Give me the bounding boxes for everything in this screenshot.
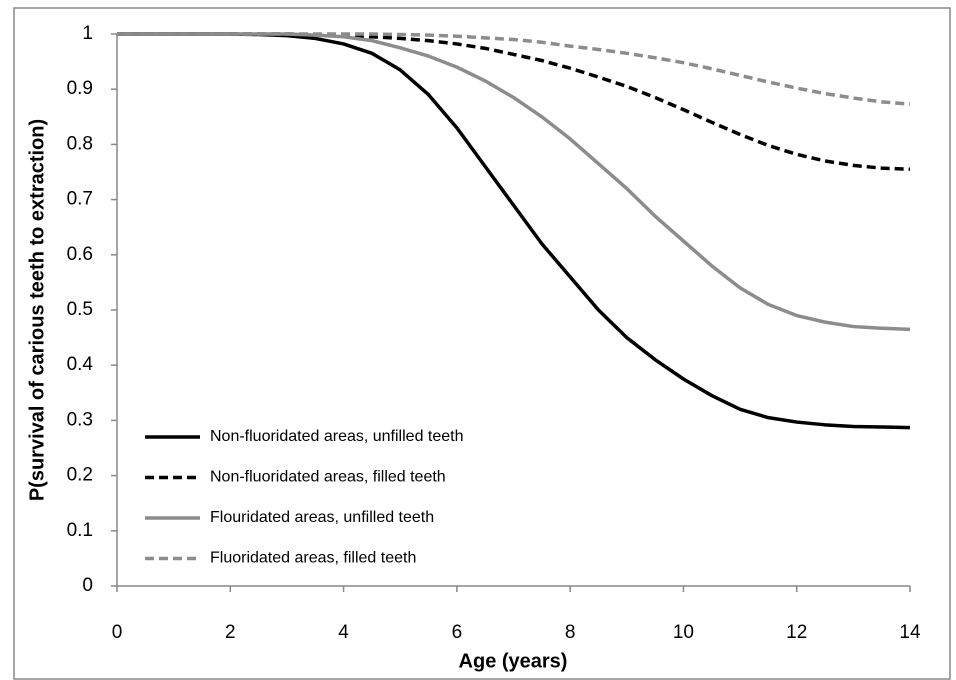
series-line xyxy=(117,32,911,332)
y-tick-label: 0.2 xyxy=(67,465,93,486)
x-tick-label: 4 xyxy=(338,622,349,643)
x-tick-label: 6 xyxy=(452,622,463,643)
legend-text: Fluoridated areas, filled teeth xyxy=(210,550,416,567)
x-tick-label: 12 xyxy=(786,622,807,643)
y-tick-label: 0 xyxy=(82,575,93,596)
y-tick-label: 0.6 xyxy=(67,244,93,265)
y-axis-title: P(survival of carious teeth to extractio… xyxy=(26,119,48,501)
y-tick-label: 0.4 xyxy=(67,354,94,375)
y-tick-label: 0.3 xyxy=(67,409,93,430)
series-line xyxy=(117,32,911,171)
x-axis-title: Age (years) xyxy=(459,650,568,672)
x-tick-label: 2 xyxy=(225,622,236,643)
y-tick-label: 0.5 xyxy=(67,299,93,320)
y-tick-label: 1 xyxy=(82,23,93,44)
x-tick-label: 8 xyxy=(565,622,576,643)
y-tick-label: 0.8 xyxy=(67,133,93,154)
x-tick-label: 10 xyxy=(673,622,694,643)
legend-text: Non-fluoridated areas, filled teeth xyxy=(210,469,446,486)
y-tick-label: 0.9 xyxy=(67,78,93,99)
chart-frame xyxy=(13,7,951,680)
series-line xyxy=(117,32,911,430)
legend-text: Flouridated areas, unfilled teeth xyxy=(210,509,434,526)
y-tick-label: 0.7 xyxy=(67,189,93,210)
y-tick-label: 0.1 xyxy=(67,520,93,541)
x-tick-label: 14 xyxy=(899,622,921,643)
legend-text: Non-fluoridated areas, unfilled teeth xyxy=(210,428,464,445)
series-line xyxy=(117,32,911,106)
x-tick-label: 0 xyxy=(112,622,123,643)
